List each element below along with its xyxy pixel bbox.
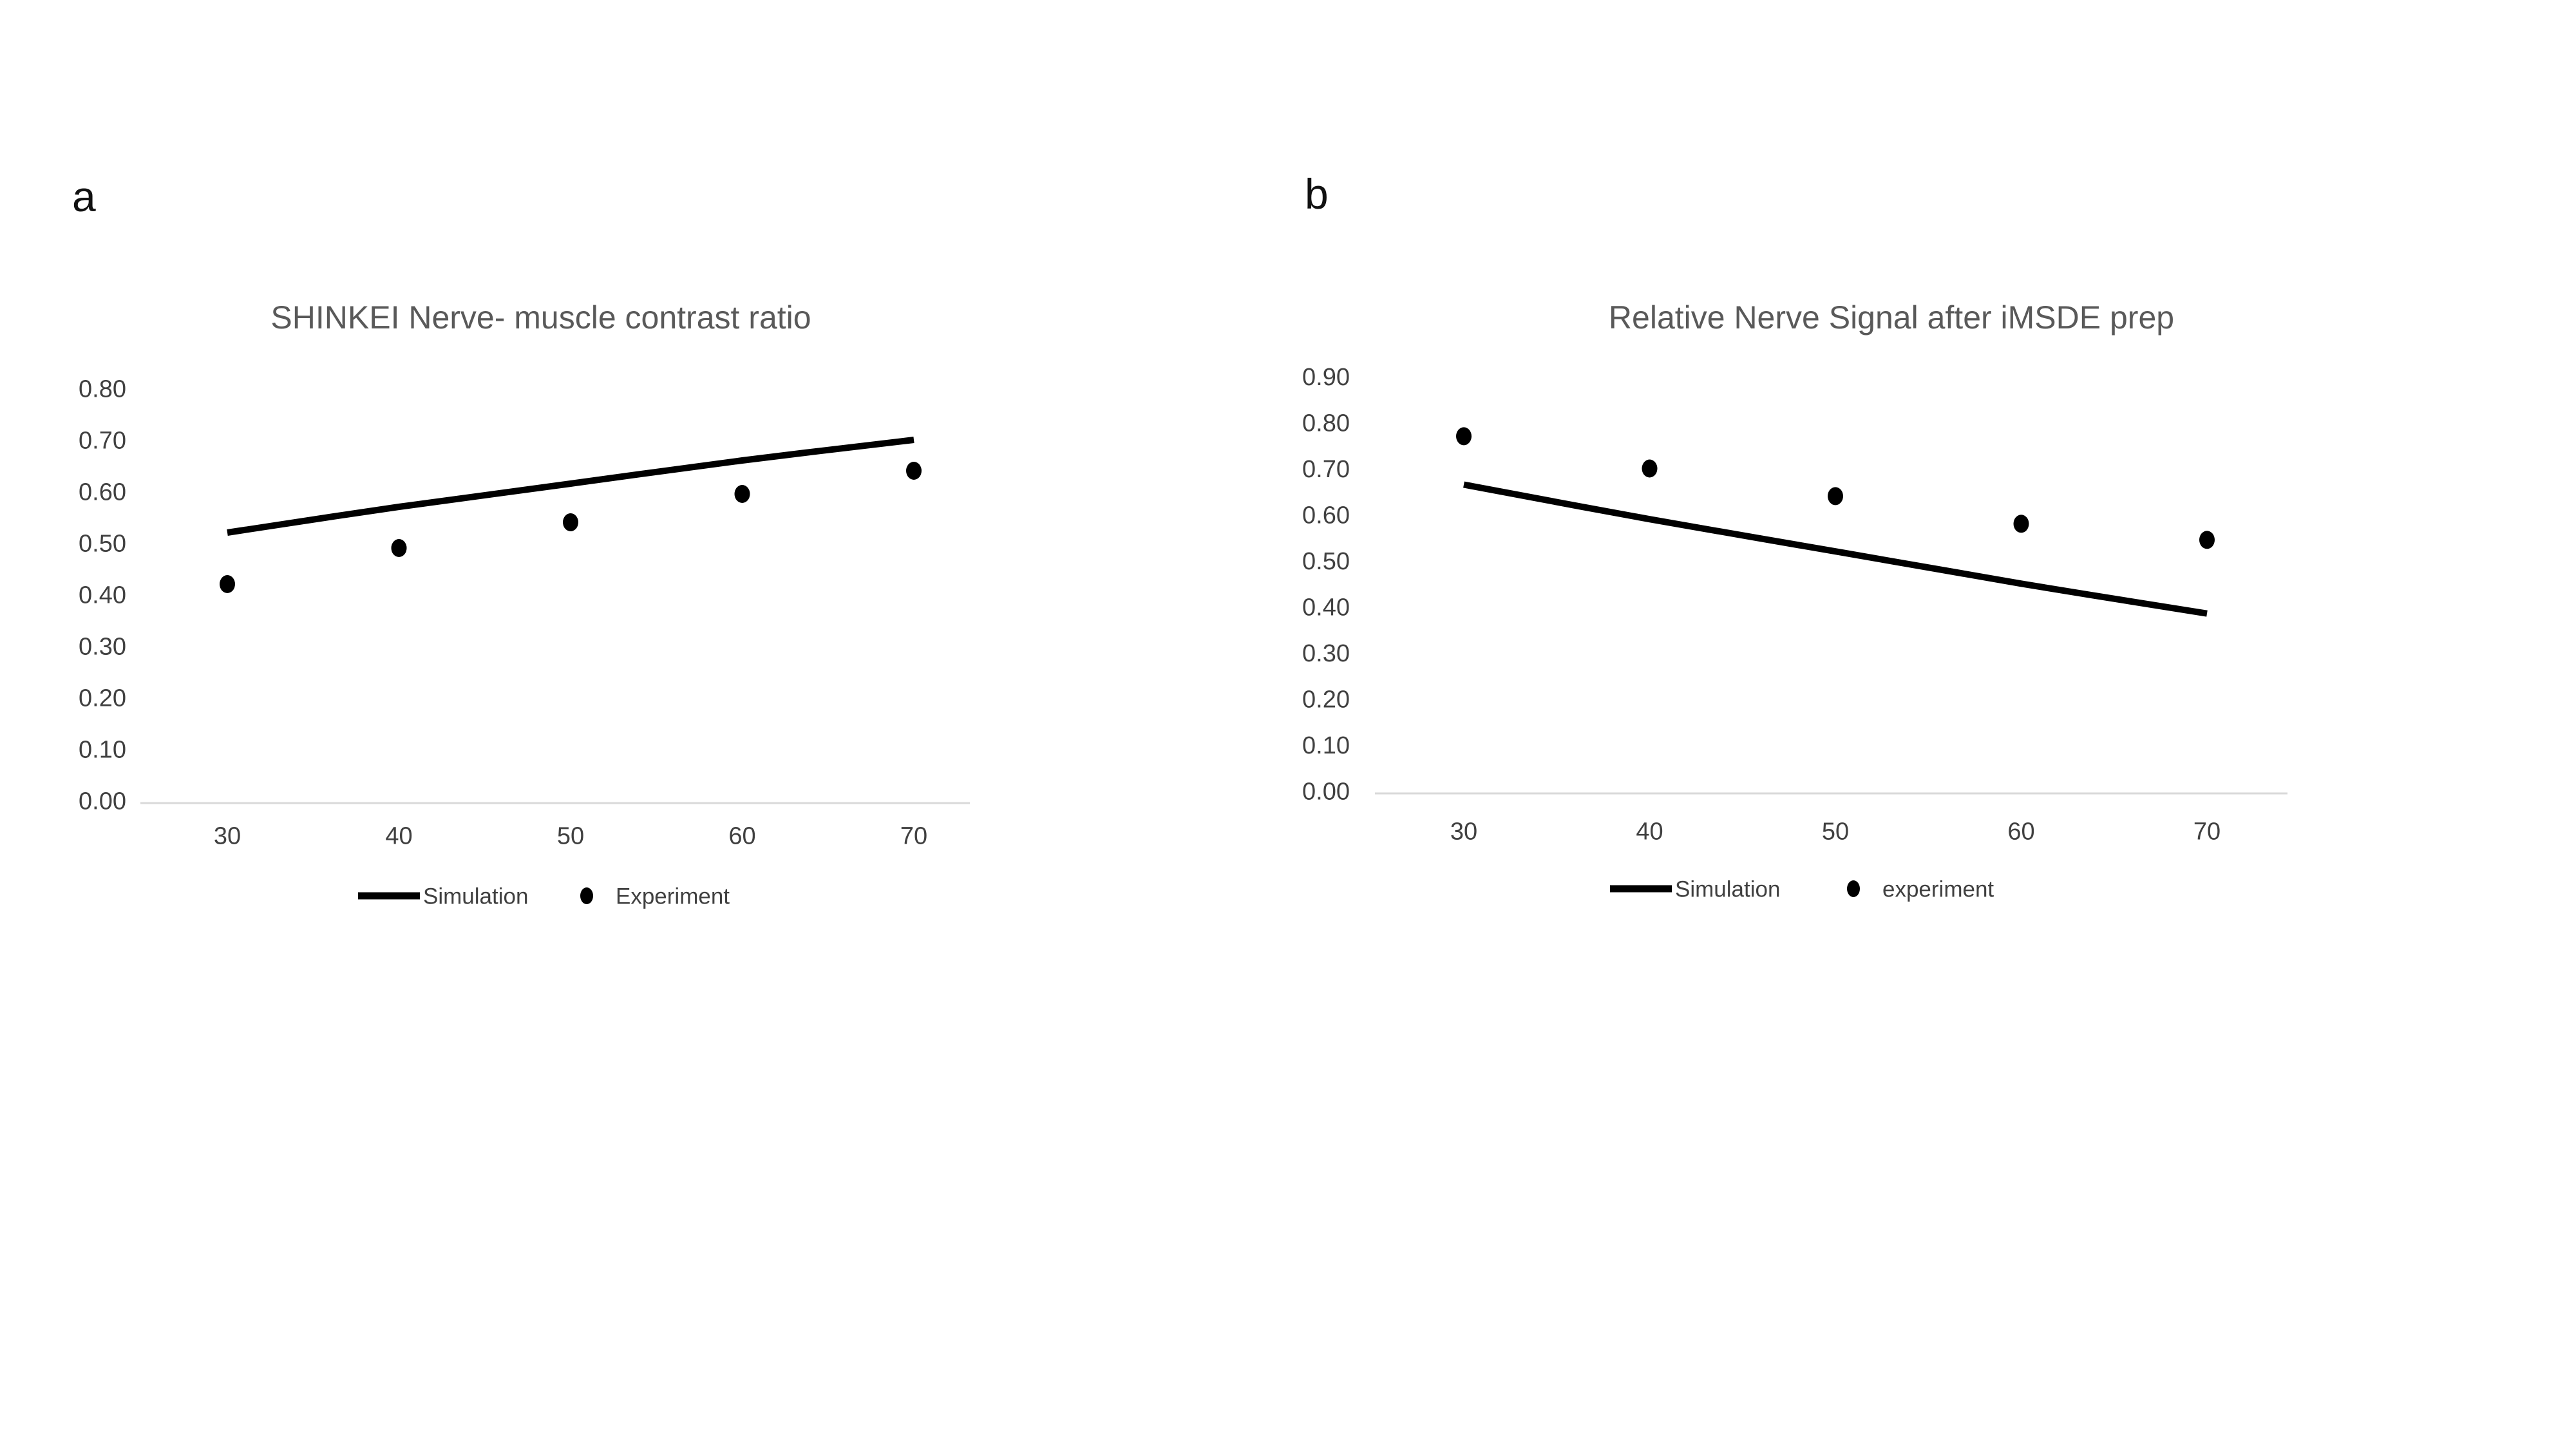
legend-simulation-label: Simulation	[1675, 876, 1780, 902]
y-axis-tick-label: 0.50	[1302, 548, 1350, 575]
y-axis-tick-label: 0.20	[1302, 686, 1350, 713]
legend-experiment-marker	[1847, 880, 1860, 897]
x-axis-tick-label: 60	[728, 822, 755, 849]
y-axis-tick-label: 0.10	[1302, 732, 1350, 759]
experiment-point	[2013, 515, 2029, 533]
x-axis-tick-label: 30	[214, 822, 241, 849]
y-axis-tick-label: 0.60	[79, 478, 126, 506]
x-axis-tick-label: 50	[1822, 818, 1849, 845]
y-axis-tick-label: 0.00	[79, 788, 126, 815]
y-axis-tick-label: 0.30	[1302, 640, 1350, 667]
experiment-point	[1642, 459, 1658, 478]
x-axis-tick-label: 70	[900, 822, 927, 849]
x-axis-tick-label: 40	[1636, 818, 1663, 845]
panel-letter-b: b	[1305, 170, 1329, 218]
legend-simulation-label: Simulation	[423, 884, 528, 909]
experiment-point	[734, 485, 750, 503]
experiment-point	[1828, 487, 1843, 506]
experiment-point	[1456, 427, 1472, 446]
x-axis-tick-label: 50	[557, 822, 584, 849]
chart-a: SHINKEI Nerve- muscle contrast ratio 0.00…	[79, 299, 970, 909]
experiment-point	[2199, 531, 2215, 549]
y-axis-tick-label: 0.70	[79, 427, 126, 454]
x-axis-tick-label: 30	[1450, 818, 1477, 845]
experiment-point	[906, 462, 922, 480]
legend-experiment-label: experiment	[1882, 876, 1994, 902]
y-axis-tick-label: 0.60	[1302, 502, 1350, 529]
y-axis-tick-label: 0.10	[79, 736, 126, 763]
y-axis-tick-label: 0.30	[79, 633, 126, 660]
x-axis-tick-label: 60	[2007, 818, 2034, 845]
y-axis-tick-label: 0.70	[1302, 456, 1350, 483]
chart-title: Relative Nerve Signal after iMSDE prep	[1609, 299, 2174, 336]
legend-experiment-label: Experiment	[616, 884, 730, 909]
y-axis-tick-label: 0.90	[1302, 364, 1350, 391]
chart-b: Relative Nerve Signal after iMSDE prep 0.…	[1302, 299, 2287, 902]
experiment-point	[391, 539, 407, 557]
chart-title: SHINKEI Nerve- muscle contrast ratio	[270, 299, 811, 336]
y-axis-tick-label: 0.40	[79, 582, 126, 609]
y-axis-tick-label: 0.00	[1302, 778, 1350, 805]
x-axis-tick-label: 70	[2193, 818, 2221, 845]
y-axis-tick-label: 0.50	[79, 530, 126, 557]
y-axis-tick-label: 0.20	[79, 685, 126, 712]
y-axis-tick-label: 0.80	[79, 375, 126, 402]
y-axis-tick-label: 0.40	[1302, 594, 1350, 621]
experiment-point	[220, 575, 235, 593]
legend-experiment-marker	[580, 887, 593, 904]
experiment-point	[563, 513, 578, 531]
simulation-line	[227, 437, 914, 536]
x-axis-tick-label: 40	[385, 822, 412, 849]
panel-letter-a: a	[72, 173, 96, 220]
y-axis-tick-label: 0.80	[1302, 410, 1350, 437]
simulation-line	[1463, 481, 2208, 617]
